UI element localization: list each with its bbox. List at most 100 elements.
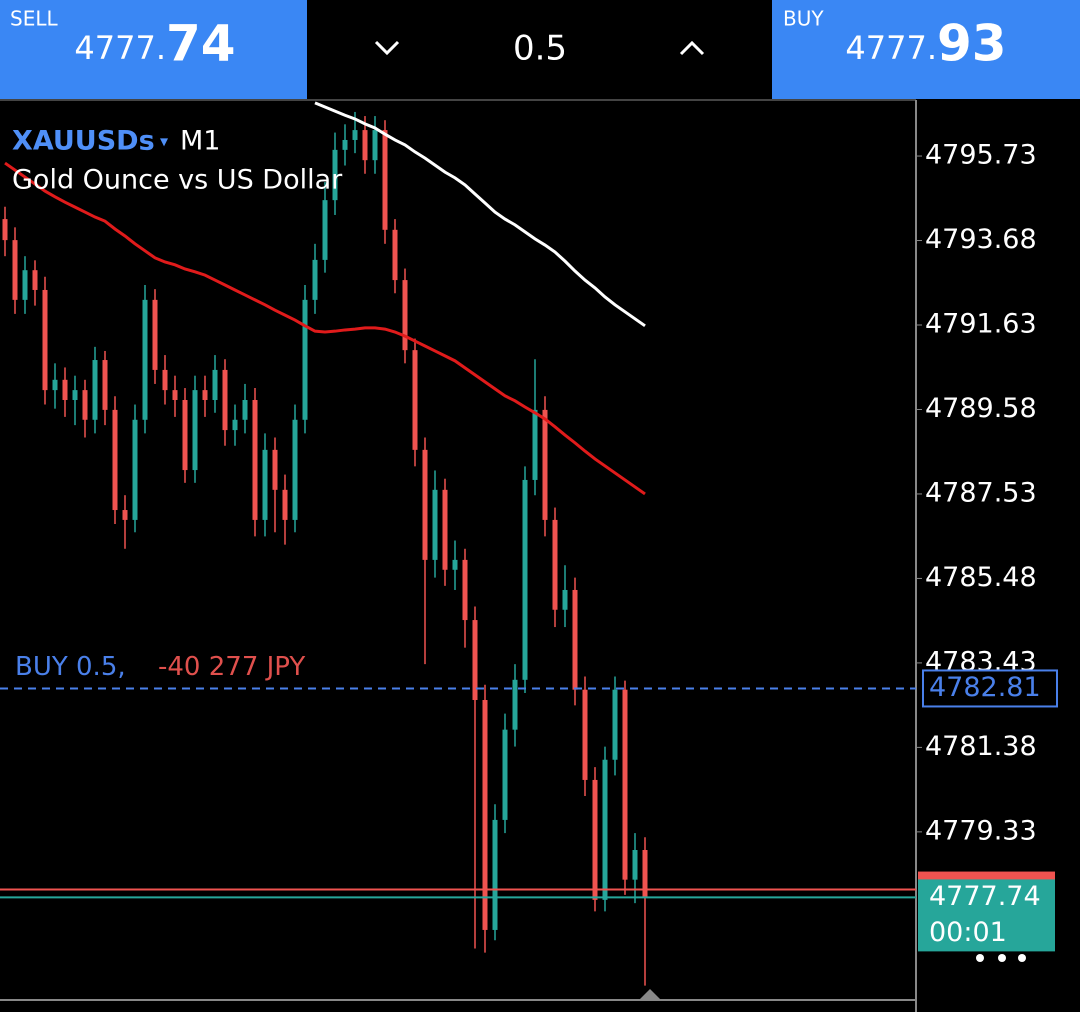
symbol-dropdown[interactable]: ▾ xyxy=(160,132,168,151)
y-tick-label: 4791.63 xyxy=(925,309,1037,340)
buy-price-big: 93 xyxy=(937,15,1007,73)
candle-body xyxy=(22,270,28,300)
candle-body xyxy=(442,489,448,570)
sell-price-big: 74 xyxy=(166,15,236,73)
candle-body xyxy=(492,819,498,930)
candle-body xyxy=(412,350,418,450)
candle-body xyxy=(342,139,348,150)
menu-dot[interactable] xyxy=(976,954,984,962)
candle-body xyxy=(192,390,198,471)
candle-body xyxy=(12,240,18,300)
y-tick-label: 4793.68 xyxy=(925,224,1037,255)
candle-body xyxy=(272,449,278,490)
candle-body xyxy=(72,390,78,400)
candle-body xyxy=(332,149,338,201)
y-tick-label: 4785.48 xyxy=(925,562,1037,593)
candle-body xyxy=(302,299,308,420)
candle-body xyxy=(382,130,388,230)
volume-down[interactable] xyxy=(374,40,400,56)
candle-body xyxy=(612,689,618,760)
subtitle: Gold Ounce vs US Dollar xyxy=(12,165,343,196)
menu-dot[interactable] xyxy=(998,954,1006,962)
candle-body xyxy=(52,379,58,391)
candle-body xyxy=(232,419,238,431)
y-tick-label: 4781.38 xyxy=(925,731,1037,762)
candle-body xyxy=(502,729,508,820)
sell-price-main: 4777. xyxy=(74,29,166,67)
candle-body xyxy=(112,409,118,511)
sell-label: SELL xyxy=(10,7,58,31)
candle-body xyxy=(362,130,368,161)
candle-body xyxy=(212,369,218,400)
overlay: XAUUSDs ▾ M1 Gold Ounce vs US Dollar xyxy=(12,126,343,196)
candle-body xyxy=(562,589,568,610)
candle-body xyxy=(262,449,268,520)
volume[interactable]: 0.5 xyxy=(513,29,567,69)
y-tick-label: 4787.53 xyxy=(925,477,1037,508)
candle-body xyxy=(322,200,328,260)
candle-body xyxy=(42,289,48,391)
candle-body xyxy=(152,299,158,370)
candle-body xyxy=(552,519,558,610)
candle-body xyxy=(292,419,298,520)
y-tick-label: 4789.58 xyxy=(925,393,1037,424)
bid-price: 4777.74 xyxy=(929,881,1041,912)
sell-button[interactable]: SELL 4777. 74 xyxy=(0,0,307,99)
candle-body xyxy=(402,280,408,351)
candle-body xyxy=(282,489,288,520)
candle-body xyxy=(572,589,578,690)
moving-average xyxy=(314,101,646,328)
candle-body xyxy=(632,850,638,880)
candle-body xyxy=(312,259,318,300)
position-label: BUY 0.5, xyxy=(15,652,126,682)
volume-up[interactable] xyxy=(679,40,705,56)
candle-body xyxy=(82,390,88,420)
bid-price-box xyxy=(918,879,1055,952)
candle-body xyxy=(532,409,538,480)
sell-box[interactable] xyxy=(0,0,307,99)
position-profit: -40 277 JPY xyxy=(158,652,305,682)
candle-body xyxy=(162,369,168,391)
candle-body xyxy=(242,400,248,420)
candle-body xyxy=(32,270,38,290)
candle-body xyxy=(222,369,228,431)
candle-body xyxy=(472,620,478,700)
menu-dot[interactable] xyxy=(1018,954,1026,962)
candle-body xyxy=(102,360,108,410)
candle-body xyxy=(92,360,98,420)
buy-box[interactable] xyxy=(772,0,1080,99)
current-marker xyxy=(638,989,662,1001)
candle-body xyxy=(2,219,8,241)
symbol[interactable]: XAUUSDs xyxy=(12,126,155,157)
buy-price-main: 4777. xyxy=(845,29,937,67)
candle-body xyxy=(132,419,138,520)
candle-body xyxy=(62,379,68,400)
candle-body xyxy=(432,489,438,560)
buy-button[interactable]: BUY 4777. 93 xyxy=(772,0,1080,99)
candle-body xyxy=(642,850,648,898)
candle-body xyxy=(542,409,548,520)
candle-body xyxy=(392,229,398,281)
candle-body xyxy=(352,130,358,140)
candle-body xyxy=(622,689,628,880)
candle-body xyxy=(602,759,608,900)
position-price: 4782.81 xyxy=(929,672,1041,703)
candle-body xyxy=(482,700,488,930)
candle-body xyxy=(592,779,598,900)
candle-body xyxy=(462,559,468,621)
buy-label: BUY xyxy=(783,7,824,31)
candle-body xyxy=(142,299,148,420)
candle-body xyxy=(202,390,208,400)
bar-timer: 00:01 xyxy=(929,917,1007,948)
candle-body xyxy=(582,689,588,780)
candle-body xyxy=(172,390,178,400)
candle-body xyxy=(372,130,378,161)
timeframe[interactable]: M1 xyxy=(180,126,220,157)
candle-body xyxy=(122,510,128,520)
candle-body xyxy=(182,400,188,471)
y-tick-label: 4795.73 xyxy=(925,140,1037,171)
candle-body xyxy=(252,400,258,520)
candle-body xyxy=(452,559,458,570)
candle-body xyxy=(512,679,518,730)
